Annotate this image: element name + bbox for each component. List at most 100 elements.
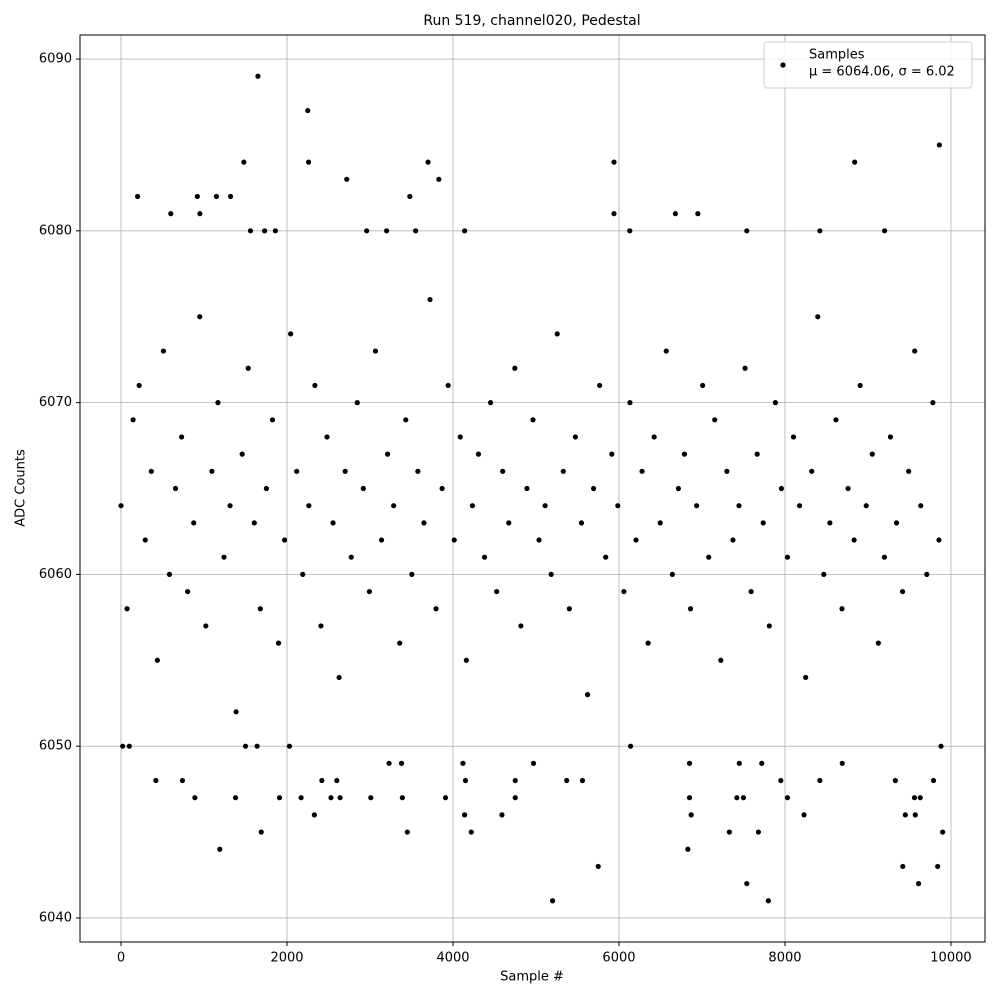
point bbox=[564, 777, 570, 784]
point bbox=[821, 571, 827, 577]
point bbox=[686, 795, 693, 801]
point bbox=[257, 606, 263, 612]
point bbox=[760, 520, 766, 526]
point bbox=[233, 709, 239, 715]
point bbox=[242, 743, 249, 749]
point bbox=[179, 777, 186, 784]
y-tick-label: 6040 bbox=[39, 910, 72, 925]
point bbox=[118, 503, 124, 509]
point bbox=[247, 228, 254, 234]
point bbox=[815, 314, 821, 320]
point bbox=[404, 829, 410, 835]
point bbox=[136, 382, 142, 389]
point bbox=[487, 400, 494, 406]
point bbox=[263, 485, 270, 492]
point bbox=[778, 777, 784, 784]
point bbox=[639, 468, 645, 474]
point bbox=[852, 159, 858, 165]
point bbox=[391, 503, 397, 509]
x-tick-label: 10000 bbox=[930, 951, 971, 966]
point bbox=[628, 743, 634, 749]
point bbox=[442, 795, 449, 801]
point bbox=[645, 640, 651, 646]
point bbox=[368, 795, 374, 801]
y-tick-label: 6090 bbox=[39, 52, 72, 67]
point bbox=[736, 503, 742, 509]
point bbox=[298, 795, 304, 801]
point bbox=[312, 382, 318, 389]
point bbox=[468, 829, 474, 835]
point bbox=[366, 588, 373, 595]
point bbox=[817, 777, 823, 784]
point bbox=[192, 795, 198, 801]
point bbox=[857, 382, 863, 389]
point bbox=[217, 846, 223, 852]
point bbox=[364, 228, 370, 234]
x-tick-label: 0 bbox=[117, 951, 125, 966]
point bbox=[712, 417, 718, 423]
point bbox=[445, 382, 451, 389]
point bbox=[318, 623, 324, 629]
point bbox=[809, 468, 815, 474]
point bbox=[462, 228, 468, 234]
point bbox=[300, 571, 306, 577]
point bbox=[845, 485, 851, 492]
x-tick-label: 6000 bbox=[602, 951, 635, 966]
legend-marker bbox=[780, 62, 786, 68]
point bbox=[936, 537, 942, 543]
point bbox=[383, 228, 390, 234]
x-tick-label: 4000 bbox=[436, 951, 469, 966]
point bbox=[918, 503, 924, 509]
x-tick-label: 2000 bbox=[270, 951, 303, 966]
point bbox=[718, 657, 724, 663]
point bbox=[241, 159, 247, 165]
point bbox=[740, 795, 747, 801]
point bbox=[172, 485, 179, 492]
point bbox=[154, 657, 160, 663]
point bbox=[560, 468, 566, 474]
point bbox=[912, 812, 918, 818]
point bbox=[579, 777, 586, 784]
point bbox=[342, 468, 348, 474]
point bbox=[512, 795, 518, 801]
plot-frame bbox=[79, 34, 986, 943]
point bbox=[706, 554, 712, 560]
point bbox=[227, 503, 233, 509]
point bbox=[239, 451, 245, 457]
point bbox=[766, 623, 772, 629]
point bbox=[887, 434, 894, 440]
series bbox=[118, 73, 946, 904]
point bbox=[168, 211, 174, 217]
point bbox=[276, 795, 283, 801]
point bbox=[500, 468, 506, 474]
point bbox=[415, 468, 421, 474]
point bbox=[337, 795, 343, 801]
point bbox=[336, 674, 342, 681]
point bbox=[627, 228, 633, 234]
point bbox=[124, 606, 130, 612]
point bbox=[724, 468, 730, 474]
point bbox=[386, 760, 392, 766]
point bbox=[272, 228, 278, 234]
y-tick-label: 6060 bbox=[39, 567, 72, 582]
point bbox=[772, 400, 778, 406]
point bbox=[185, 588, 191, 595]
point bbox=[166, 571, 173, 577]
x-axis-label: Sample # bbox=[500, 970, 564, 985]
point bbox=[817, 228, 823, 234]
point bbox=[524, 485, 530, 492]
point bbox=[328, 795, 334, 801]
point bbox=[409, 571, 415, 577]
point bbox=[433, 606, 439, 612]
point bbox=[215, 400, 221, 406]
point bbox=[197, 211, 203, 217]
point bbox=[663, 348, 669, 354]
legend-box bbox=[763, 41, 973, 89]
point bbox=[688, 812, 694, 818]
point bbox=[726, 829, 732, 835]
point bbox=[203, 623, 209, 629]
point bbox=[126, 743, 132, 749]
point bbox=[334, 777, 340, 784]
point bbox=[319, 777, 325, 784]
